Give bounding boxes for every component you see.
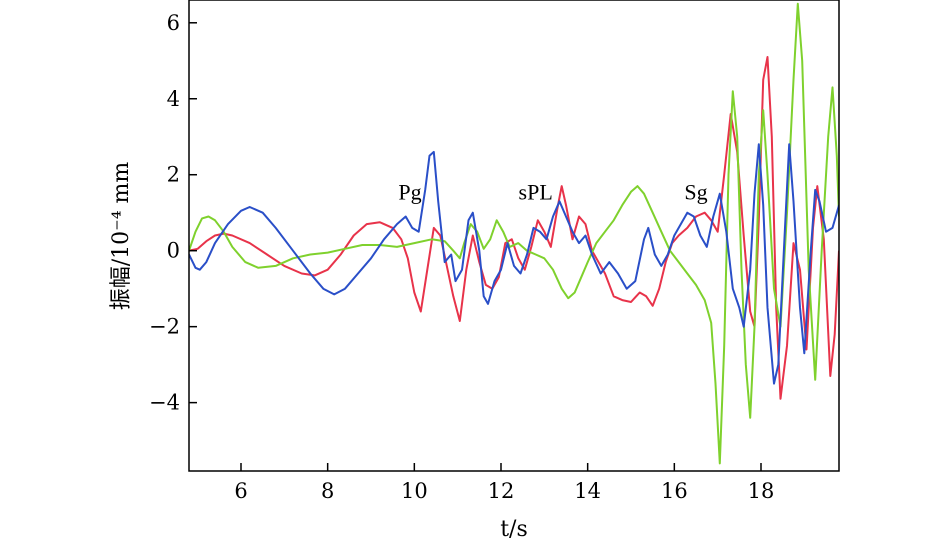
x-tick-label: 8 [321, 479, 334, 503]
y-tick-label: 2 [167, 163, 180, 187]
y-tick-label: 4 [167, 87, 180, 111]
x-axis-label: t/s [500, 517, 528, 542]
y-tick-label: −4 [149, 391, 180, 415]
x-tick-label: 14 [574, 479, 601, 503]
x-tick-label: 16 [661, 479, 688, 503]
phase-label-sg: Sg [684, 179, 707, 204]
y-tick-label: 6 [167, 11, 180, 35]
plot-frame [188, 0, 840, 472]
x-tick-label: 6 [234, 479, 247, 503]
y-tick-label: −2 [149, 315, 180, 339]
phase-annotations: Pg sPL Sg [398, 179, 707, 204]
y-tick-label: 0 [167, 239, 180, 263]
x-tick-label: 18 [748, 479, 775, 503]
x-tick-label: 10 [401, 479, 428, 503]
series-line-3 [189, 143, 839, 385]
x-axis: 6 8 10 12 14 16 18 [234, 463, 774, 503]
series-line-2 [189, 2, 839, 465]
series-line-1 [189, 56, 839, 400]
y-axis: −4 −2 0 2 4 6 [149, 11, 197, 415]
series-layer [189, 2, 839, 465]
phase-label-pg: Pg [398, 179, 421, 204]
y-axis-label: 振幅/10⁻⁴ mm [109, 162, 134, 311]
x-tick-label: 12 [488, 479, 515, 503]
phase-label-spl: sPL [519, 179, 553, 204]
